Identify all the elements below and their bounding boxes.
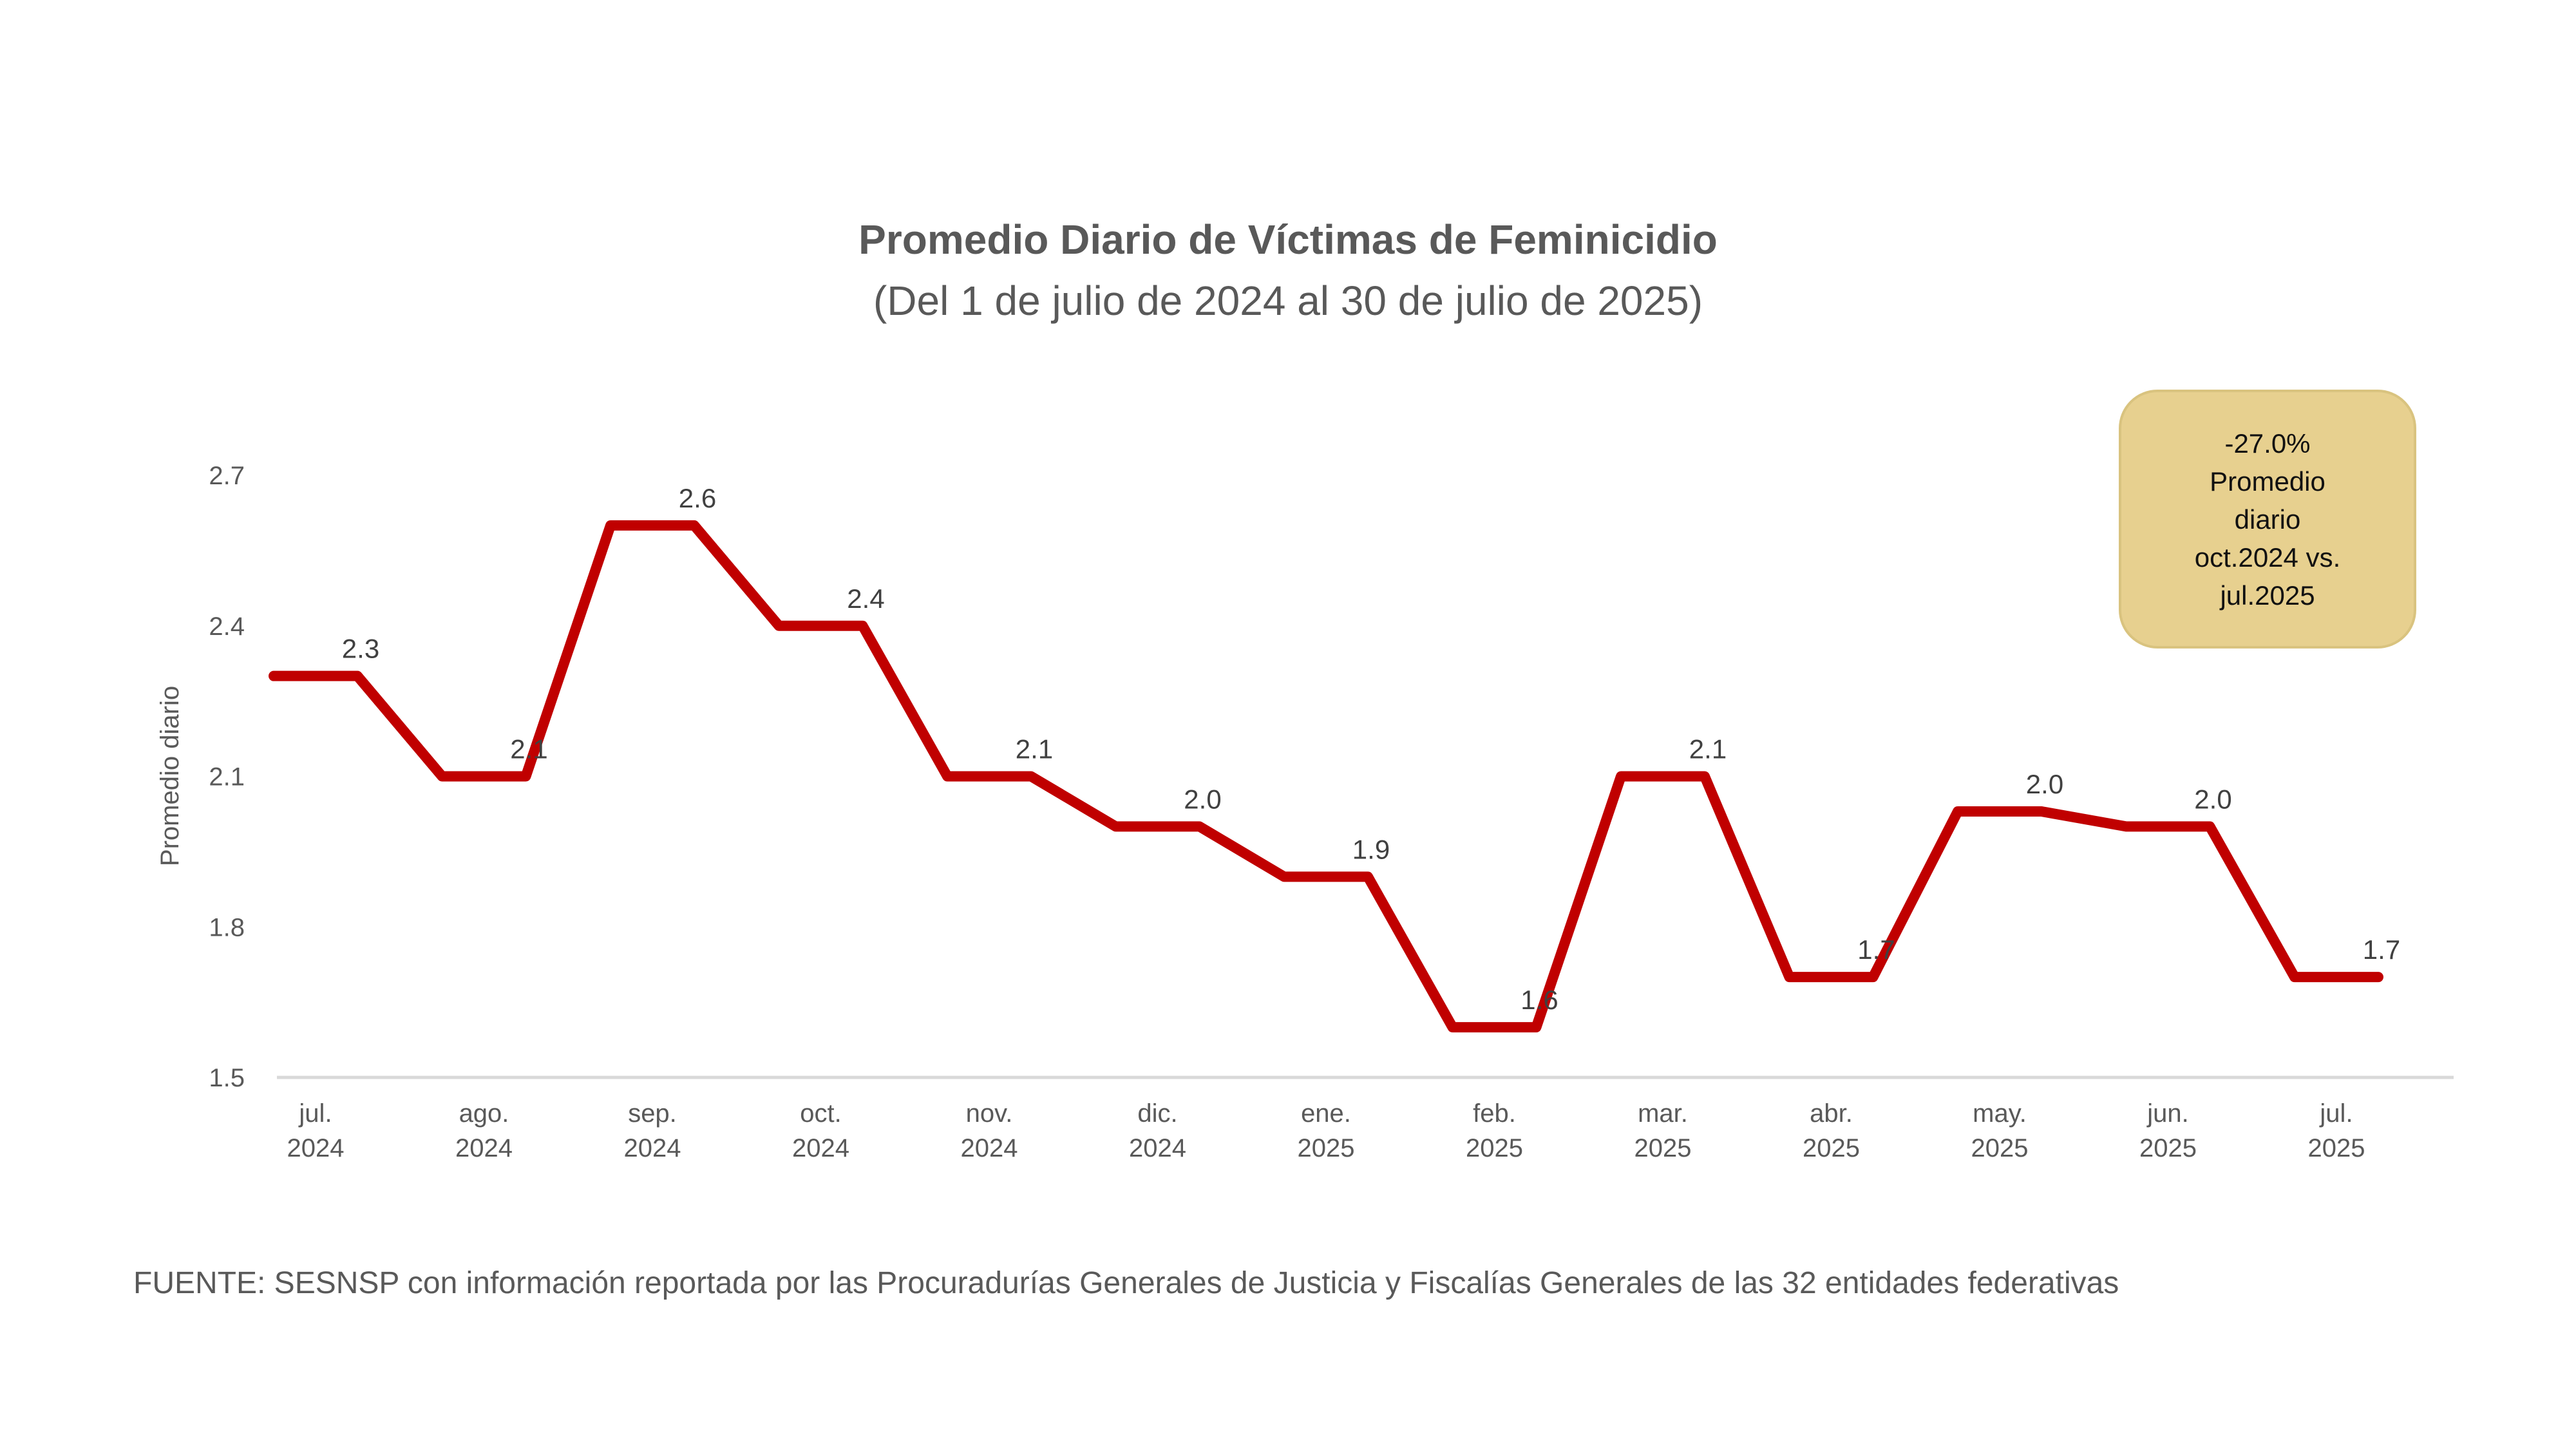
x-tick-label: abr. [1810,1099,1853,1128]
data-label: 1.7 [1857,934,1895,965]
data-label: 2.1 [1689,734,1727,764]
data-label: 1.6 [1520,985,1558,1015]
y-tick-label: 2.1 [209,763,245,791]
x-tick-label: sep. [628,1099,677,1128]
data-label: 2.6 [679,483,716,513]
y-axis-title: Promedio diario [156,686,184,866]
series-line [269,520,2383,1033]
x-tick-label: dic. [1137,1099,1177,1128]
x-tick-label-year: 2025 [1971,1134,2029,1162]
y-tick-label: 2.4 [209,612,245,641]
data-label: 1.9 [1352,834,1390,864]
x-tick-label-year: 2024 [624,1134,681,1162]
data-label: 2.4 [847,583,884,614]
x-tick-label-year: 2024 [1129,1134,1186,1162]
y-tick-label: 1.8 [209,913,245,942]
data-label: 2.3 [342,634,379,664]
x-tick-label: jun. [2146,1099,2189,1128]
x-tick-label: feb. [1473,1099,1516,1128]
y-tick-label: 2.7 [209,462,245,490]
data-label: 2.0 [1184,784,1221,814]
chart-subtitle: (Del 1 de julio de 2024 al 30 de julio d… [873,278,1703,324]
annotation-callout: -27.0% Promedio diario oct.2024 vs. jul.… [2119,390,2416,649]
data-label: 2.1 [510,734,547,764]
x-tick-label: oct. [800,1099,841,1128]
x-tick-label-year: 2024 [792,1134,849,1162]
data-label: 2.0 [2026,769,2063,799]
x-tick-label: ago. [459,1099,509,1128]
data-label: 2.0 [2194,784,2231,814]
x-tick-label-year: 2025 [2308,1134,2365,1162]
x-tick-label: nov. [966,1099,1013,1128]
x-tick-label: may. [1973,1099,2027,1128]
data-label: 2.1 [1016,734,1053,764]
x-tick-label: ene. [1301,1099,1351,1128]
x-tick-label-year: 2025 [2139,1134,2197,1162]
x-tick-label: jul. [298,1099,332,1128]
y-tick-label: 1.5 [209,1064,245,1092]
x-tick-label: mar. [1638,1099,1688,1128]
x-tick-label-year: 2025 [1298,1134,1355,1162]
x-tick-label-year: 2025 [1466,1134,1523,1162]
x-tick-label-year: 2025 [1634,1134,1692,1162]
chart-title: Promedio Diario de Víctimas de Feminicid… [858,216,1718,263]
x-tick-label: jul. [2319,1099,2353,1128]
x-tick-label-year: 2025 [1803,1134,1860,1162]
data-label: 1.7 [2363,934,2400,965]
x-tick-label-year: 2024 [455,1134,513,1162]
x-tick-label-year: 2024 [961,1134,1018,1162]
annotation-text: -27.0% Promedio diario oct.2024 vs. jul.… [2194,428,2341,611]
x-tick-label-year: 2024 [287,1134,345,1162]
source-note: FUENTE: SESNSP con información reportada… [133,1266,2119,1300]
